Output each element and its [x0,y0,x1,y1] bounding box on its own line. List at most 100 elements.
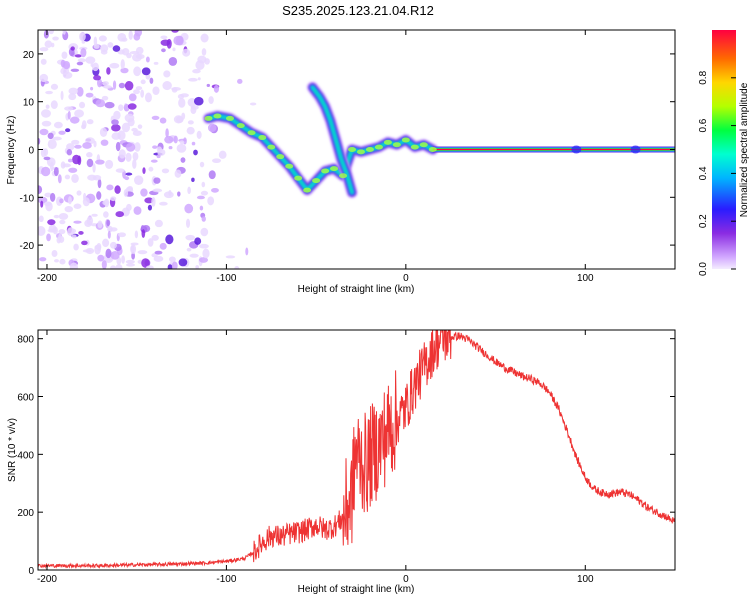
noise-speckle [132,159,137,169]
noise-speckle [58,213,69,220]
noise-speckle [117,232,126,238]
noise-speckle [249,102,257,106]
x-tick-label: 100 [577,574,594,585]
noise-speckle [44,40,53,48]
noise-speckle [152,188,163,193]
noise-speckle [104,101,115,109]
noise-speckle [159,242,167,250]
noise-speckle [40,200,44,208]
noise-speckle [81,40,86,44]
ridge-blob [204,115,213,121]
noise-speckle [57,174,62,184]
noise-speckle [114,185,121,194]
noise-speckle [206,83,211,87]
chart-title: S235.2025.123.21.04.R12 [282,3,434,18]
noise-speckle [145,265,154,269]
noise-speckle [199,257,209,263]
noise-speckle [94,244,102,250]
y-tick-label: 800 [17,335,34,346]
noise-speckle [175,116,184,124]
noise-speckle [132,151,139,161]
noise-speckle [92,163,96,173]
noise-speckle [58,233,62,242]
y-tick-label: 600 [17,393,34,404]
noise-speckle [66,149,73,156]
noise-speckle [177,191,181,197]
noise-speckle [59,219,66,225]
noise-speckle [188,77,198,82]
noise-speckle [100,139,109,146]
ridge-blob [276,154,285,160]
noise-speckle [86,152,93,158]
ridge-blob [356,149,365,155]
noise-speckle [118,82,126,89]
noise-speckle [118,149,126,159]
noise-speckle [189,253,199,258]
noise-speckle [207,196,215,206]
noise-speckle [38,185,43,195]
noise-speckle [208,96,214,105]
noise-speckle [62,71,73,79]
noise-speckle [160,39,171,46]
noise-speckle [49,192,56,202]
colorbar-tick-label: 0.6 [698,118,709,132]
noise-speckle [47,132,54,140]
noise-speckle [74,144,82,149]
y-tick-label: 200 [17,508,34,519]
noise-speckle [67,196,72,205]
ridge-blob [285,163,294,169]
noise-speckle [52,36,59,41]
noise-speckle [128,30,133,40]
noise-speckle [152,145,158,149]
noise-speckle [168,57,178,66]
noise-speckle [91,62,99,72]
noise-speckle [125,142,136,152]
noise-speckle [102,238,110,248]
noise-speckle [176,143,187,153]
ridge-blob [321,168,330,174]
noise-speckle [48,30,55,35]
noise-speckle [165,234,174,245]
x-tick-label: -200 [37,273,57,284]
noise-speckle [245,247,249,256]
noise-speckle [65,128,71,133]
noise-speckle [79,32,86,42]
noise-speckle [70,46,75,51]
noise-speckle [103,85,112,89]
noise-speckle [133,66,142,77]
noise-speckle [191,141,196,146]
noise-speckle [76,190,82,196]
noise-speckle [123,189,129,197]
noise-speckle [101,260,107,269]
noise-speckle [124,113,135,123]
noise-speckle [105,159,114,169]
noise-speckle [69,262,78,269]
noise-speckle [113,110,121,120]
colorbar-gradient [712,30,736,269]
noise-speckle [140,89,145,98]
noise-speckle [193,149,198,156]
noise-speckle [54,259,59,263]
noise-speckle [152,86,160,95]
noise-speckle [234,266,240,269]
noise-speckle [49,161,54,172]
noise-speckle [73,203,82,209]
noise-speckle [135,86,143,91]
noise-speckle [121,255,125,264]
noise-speckle [60,161,66,169]
noise-speckle [118,104,124,112]
noise-speckle [159,117,167,124]
spectrogram-xlabel: Height of straight line (km) [298,284,415,295]
noise-speckle [186,247,192,252]
noise-speckle [196,195,205,200]
ridge-blob [247,130,256,136]
noise-speckle [199,243,209,249]
noise-speckle [38,137,41,145]
noise-speckle [137,124,143,129]
noise-speckle [47,139,57,150]
noise-speckle [78,231,84,235]
noise-speckle [131,252,135,260]
noise-speckle [53,214,60,219]
